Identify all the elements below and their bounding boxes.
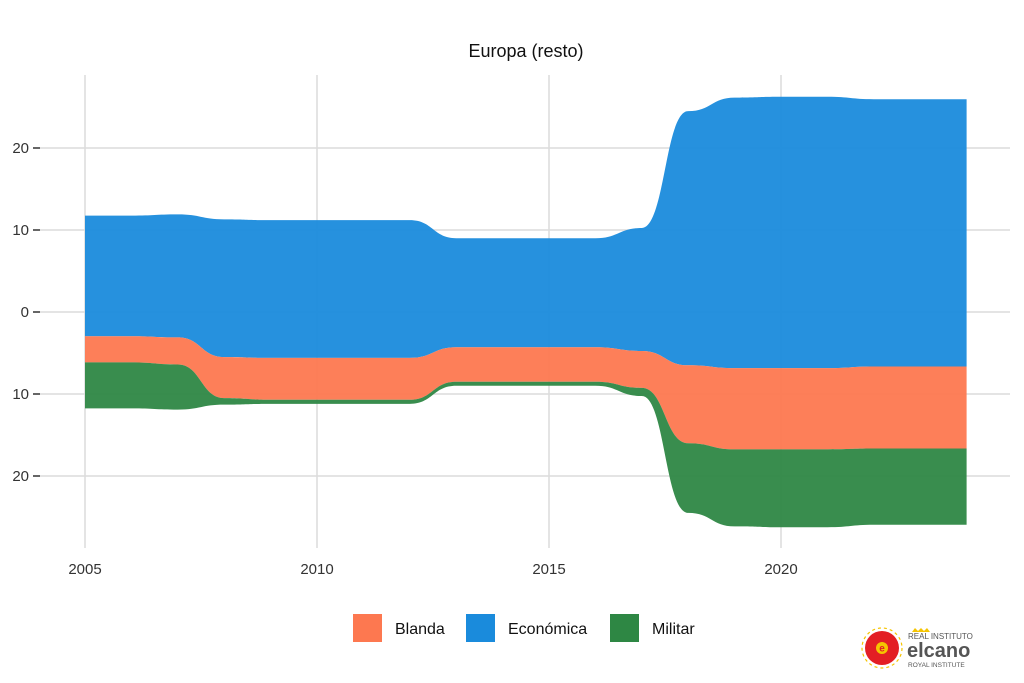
y-tick-label: 0 bbox=[21, 304, 29, 321]
legend-label: Económica bbox=[508, 621, 587, 638]
y-tick-label: 10 bbox=[12, 386, 29, 403]
legend-swatch-militar bbox=[610, 614, 639, 642]
logo-line1: REAL INSTITUTO bbox=[908, 632, 973, 641]
x-tick-label: 2020 bbox=[764, 561, 797, 578]
elcano-logo: e REAL INSTITUTO elcano ROYAL INSTITUTE bbox=[861, 627, 973, 669]
chart-title: Europa (resto) bbox=[468, 41, 583, 61]
stream-layer-militar bbox=[85, 362, 967, 528]
x-tick-label: 2005 bbox=[68, 561, 101, 578]
stream-layers bbox=[85, 96, 967, 528]
svg-text:e: e bbox=[879, 644, 885, 655]
x-tick-label: 2015 bbox=[532, 561, 565, 578]
logo-line2: elcano bbox=[907, 640, 970, 662]
y-tick-label: 20 bbox=[12, 140, 29, 157]
legend: Blanda Económica Militar bbox=[353, 614, 695, 642]
x-tick-label: 2010 bbox=[300, 561, 333, 578]
legend-label: Blanda bbox=[395, 621, 445, 638]
stream-layer-blanda bbox=[85, 336, 967, 450]
legend-label: Militar bbox=[652, 621, 695, 638]
y-tick-label: 10 bbox=[12, 222, 29, 239]
logo-line3: ROYAL INSTITUTE bbox=[908, 662, 965, 669]
crown-icon bbox=[912, 628, 930, 632]
stream-layer-económica bbox=[85, 96, 967, 369]
legend-swatch-blanda bbox=[353, 614, 382, 642]
y-tick-label: 20 bbox=[12, 468, 29, 485]
legend-swatch-económica bbox=[466, 614, 495, 642]
